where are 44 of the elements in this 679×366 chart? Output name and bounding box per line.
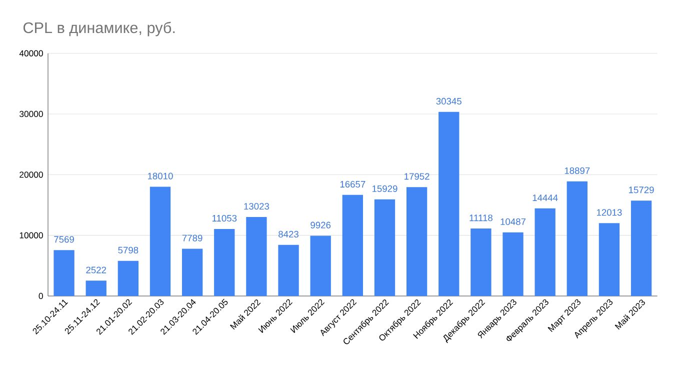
data-label: 2522 xyxy=(86,266,106,274)
bar xyxy=(598,223,620,296)
y-tick-label: 10000 xyxy=(20,232,43,238)
bar xyxy=(470,228,492,296)
data-label: 18897 xyxy=(564,167,590,174)
data-label: 12013 xyxy=(596,209,622,216)
data-label: 15729 xyxy=(629,186,654,194)
data-label: 9926 xyxy=(310,222,331,228)
bar xyxy=(86,280,106,296)
bar xyxy=(246,216,267,296)
data-label: 8423 xyxy=(278,230,298,238)
data-label: 18010 xyxy=(148,172,173,180)
bar xyxy=(150,186,171,296)
bar xyxy=(534,208,556,296)
data-label: 7789 xyxy=(182,234,202,242)
bar xyxy=(406,187,428,296)
y-tick-label: 20000 xyxy=(20,172,43,178)
bar xyxy=(342,194,363,296)
bar xyxy=(566,181,588,296)
bar xyxy=(374,199,396,296)
data-label: 11053 xyxy=(212,214,237,222)
data-label: 10487 xyxy=(500,218,526,225)
bar xyxy=(118,260,139,296)
bar xyxy=(630,200,652,296)
bar xyxy=(438,112,460,296)
bar xyxy=(502,232,524,296)
data-label: 16657 xyxy=(340,180,366,188)
y-tick-label: 30000 xyxy=(20,110,43,118)
data-label: 17952 xyxy=(404,173,430,180)
y-tick-label: 40000 xyxy=(19,50,43,56)
bar xyxy=(310,236,331,296)
bar xyxy=(182,248,203,296)
data-label: 13023 xyxy=(244,203,270,210)
data-label: 5798 xyxy=(118,246,138,254)
data-label: 15929 xyxy=(372,185,398,192)
bar xyxy=(54,250,74,296)
bar xyxy=(278,244,299,296)
bar xyxy=(214,228,235,296)
data-label: 30345 xyxy=(436,98,462,105)
y-tick-label: 0 xyxy=(38,292,43,300)
data-label: 14444 xyxy=(532,194,558,201)
data-label: 7569 xyxy=(54,236,74,243)
chart-title: CPL в динамике, руб. xyxy=(23,22,175,36)
data-label: 11118 xyxy=(470,214,492,222)
